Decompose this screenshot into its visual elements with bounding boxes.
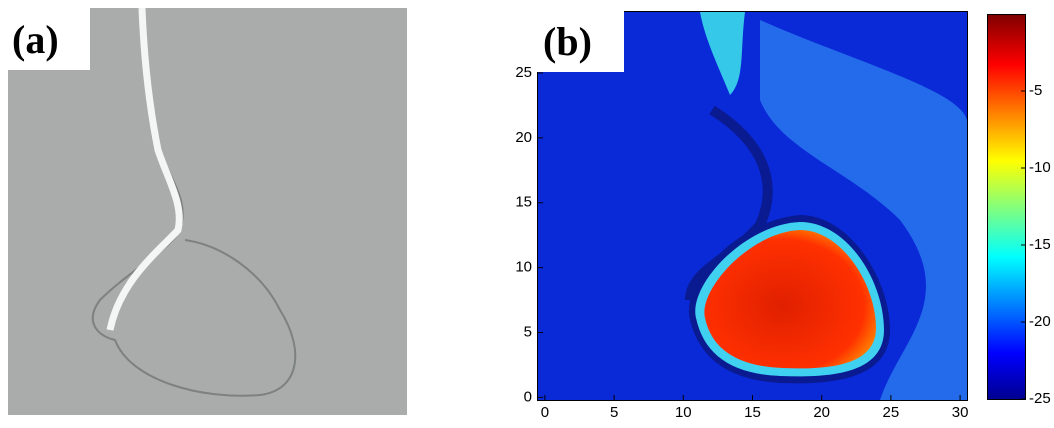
colorbar-tick-label: -10 (1029, 159, 1051, 176)
y-tick-label: 0 (524, 388, 532, 405)
x-tick-label: 5 (610, 404, 618, 421)
colorbar-tick-label: -25 (1029, 390, 1051, 407)
panel-label: (a) (12, 17, 59, 62)
x-tick-label: 0 (541, 404, 549, 421)
colorbar-tick-label: -15 (1029, 236, 1051, 253)
y-tick-label: 25 (515, 64, 532, 81)
x-tick-label: 30 (952, 404, 969, 421)
x-tick-label: 15 (744, 404, 761, 421)
colorbar-tick-label: -20 (1029, 313, 1051, 330)
x-tick-label: 25 (883, 404, 900, 421)
panel-label: (b) (543, 19, 592, 64)
colorbar (988, 15, 1026, 400)
y-tick-label: 10 (515, 259, 532, 276)
y-tick-label: 20 (515, 129, 532, 146)
y-tick-label: 15 (515, 194, 532, 211)
colorbar-tick-label: -5 (1029, 82, 1042, 99)
x-tick-label: 10 (675, 404, 692, 421)
y-tick-label: 5 (524, 323, 532, 340)
x-tick-label: 20 (813, 404, 830, 421)
figure: (a) (b) 0 5 10 15 20 25 30 0 5 10 15 20 25 -5 -10 -15 -2… (0, 0, 1054, 423)
